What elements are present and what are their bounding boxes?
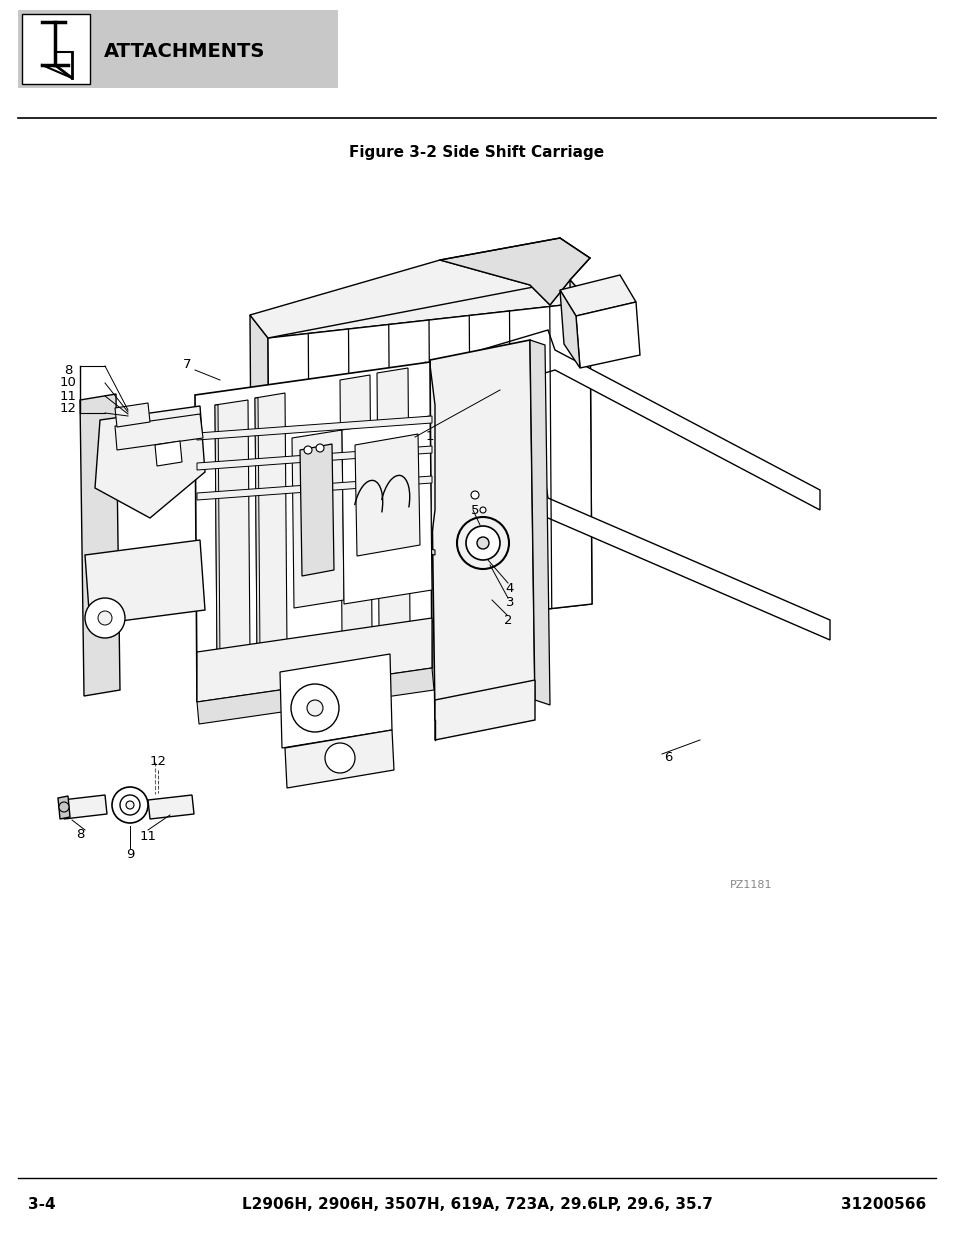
Polygon shape	[196, 618, 432, 701]
Text: 11: 11	[139, 830, 156, 844]
Polygon shape	[439, 238, 589, 305]
Circle shape	[85, 598, 125, 638]
Text: 1: 1	[425, 431, 434, 443]
Text: ATTACHMENTS: ATTACHMENTS	[104, 42, 265, 61]
Polygon shape	[355, 433, 419, 556]
Circle shape	[59, 802, 69, 811]
Polygon shape	[115, 403, 150, 427]
Text: 5: 5	[470, 504, 478, 516]
Polygon shape	[194, 362, 432, 701]
Circle shape	[465, 526, 499, 559]
Polygon shape	[196, 416, 432, 440]
Polygon shape	[576, 303, 639, 368]
Polygon shape	[430, 366, 435, 420]
Circle shape	[130, 408, 144, 422]
Polygon shape	[62, 795, 107, 819]
Circle shape	[479, 508, 485, 513]
Text: 4: 4	[505, 582, 514, 594]
Polygon shape	[299, 445, 334, 576]
Polygon shape	[280, 655, 392, 748]
Text: 10: 10	[59, 377, 76, 389]
Polygon shape	[196, 446, 432, 471]
Polygon shape	[292, 430, 344, 608]
Circle shape	[120, 795, 140, 815]
Circle shape	[315, 445, 324, 452]
Circle shape	[304, 446, 312, 454]
Text: 31200566: 31200566	[840, 1198, 925, 1213]
Polygon shape	[214, 405, 220, 659]
Circle shape	[456, 517, 509, 569]
Text: 9: 9	[126, 848, 134, 862]
Text: 8: 8	[75, 829, 84, 841]
Text: 11: 11	[59, 389, 76, 403]
Polygon shape	[85, 540, 205, 625]
Circle shape	[112, 787, 148, 823]
Circle shape	[471, 492, 478, 499]
Polygon shape	[148, 795, 193, 819]
Polygon shape	[80, 394, 120, 697]
Polygon shape	[424, 362, 435, 550]
Circle shape	[98, 611, 112, 625]
Text: 3: 3	[505, 597, 514, 610]
Polygon shape	[376, 368, 410, 629]
Polygon shape	[435, 680, 535, 740]
Text: 6: 6	[663, 752, 672, 764]
Circle shape	[133, 412, 140, 417]
Text: 12: 12	[59, 403, 76, 415]
Polygon shape	[250, 280, 589, 338]
Polygon shape	[154, 441, 182, 466]
Polygon shape	[196, 668, 434, 724]
Text: 3-4: 3-4	[28, 1198, 55, 1213]
Polygon shape	[430, 340, 535, 720]
Text: PZ1181: PZ1181	[729, 881, 772, 890]
Polygon shape	[95, 406, 205, 517]
Polygon shape	[254, 398, 260, 653]
Text: Figure 3-2 Side Shift Carriage: Figure 3-2 Side Shift Carriage	[349, 144, 604, 161]
Polygon shape	[252, 580, 592, 640]
Polygon shape	[424, 548, 435, 555]
Polygon shape	[430, 330, 820, 510]
Circle shape	[325, 743, 355, 773]
Text: 7: 7	[183, 358, 191, 372]
Bar	[22, 14, 90, 84]
Polygon shape	[115, 414, 203, 450]
Polygon shape	[285, 730, 394, 788]
Polygon shape	[196, 475, 432, 500]
Polygon shape	[58, 797, 70, 819]
Polygon shape	[559, 290, 579, 368]
Text: 12: 12	[150, 756, 167, 768]
Text: 8: 8	[64, 363, 72, 377]
Polygon shape	[214, 400, 250, 659]
Polygon shape	[559, 275, 636, 316]
Polygon shape	[250, 315, 270, 640]
Circle shape	[476, 537, 489, 550]
Bar	[18, 10, 337, 88]
Polygon shape	[250, 261, 569, 338]
Polygon shape	[254, 393, 287, 653]
Polygon shape	[569, 280, 592, 604]
Polygon shape	[339, 375, 372, 635]
Text: 2: 2	[503, 614, 512, 626]
Polygon shape	[530, 340, 550, 705]
Polygon shape	[268, 303, 592, 640]
Text: L2906H, 2906H, 3507H, 619A, 723A, 29.6LP, 29.6, 35.7: L2906H, 2906H, 3507H, 619A, 723A, 29.6LP…	[241, 1198, 712, 1213]
Polygon shape	[341, 416, 432, 604]
Polygon shape	[435, 478, 829, 640]
Circle shape	[291, 684, 338, 732]
Circle shape	[307, 700, 323, 716]
Circle shape	[126, 802, 133, 809]
